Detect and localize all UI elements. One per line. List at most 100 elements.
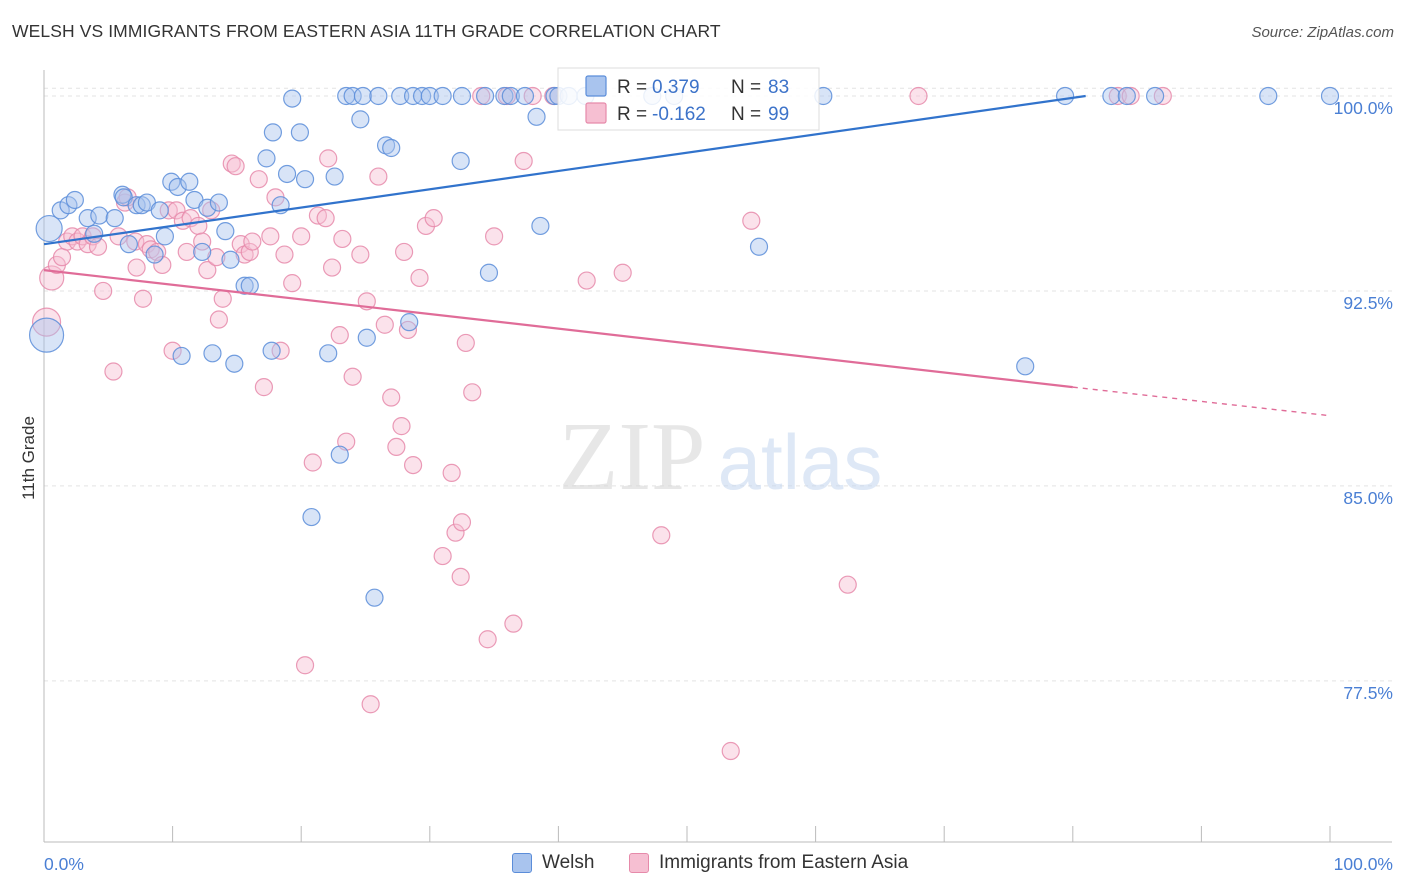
legend-item-welsh: Welsh	[512, 852, 594, 874]
asia-point	[133, 289, 153, 308]
welsh-point	[391, 86, 410, 106]
asia-point	[433, 546, 452, 566]
welsh-point	[369, 86, 388, 106]
asia-point	[369, 167, 388, 186]
asia-point	[94, 281, 113, 301]
welsh-point	[235, 276, 254, 295]
asia-point	[319, 149, 338, 168]
x-tick-label: 0.0%	[44, 854, 84, 874]
asia-point	[451, 567, 470, 586]
asia-point	[452, 513, 472, 532]
asia-point	[249, 170, 268, 189]
asia-point	[333, 229, 352, 249]
asia-point	[387, 437, 406, 457]
welsh-point	[240, 276, 259, 295]
welsh-point	[221, 250, 240, 269]
welsh-point	[400, 313, 419, 332]
axes	[43, 70, 1392, 843]
welsh-point	[168, 177, 187, 197]
source-note: Source: ZipAtlas.com	[1251, 24, 1394, 41]
asia-point	[1153, 86, 1172, 106]
asia-point	[240, 242, 259, 262]
welsh-point	[193, 242, 212, 262]
welsh-point	[501, 86, 520, 106]
asia-point	[721, 741, 740, 761]
asia-point	[838, 575, 857, 594]
asia-point	[213, 289, 232, 308]
asia-point	[104, 362, 123, 381]
welsh-point	[325, 167, 344, 186]
welsh-point	[180, 172, 199, 191]
welsh-point	[127, 196, 146, 215]
welsh-point	[90, 206, 109, 225]
asia-point	[31, 307, 62, 337]
legend-item-asia: Immigrants from Eastern Asia	[629, 852, 908, 874]
asia-point	[163, 341, 182, 360]
welsh-point	[302, 507, 321, 527]
welsh-point	[353, 86, 373, 106]
welsh-point	[145, 245, 164, 264]
legend-n-label: N =	[731, 104, 761, 125]
series-immigrants-eastern-asia	[31, 86, 1172, 761]
welsh-trend-line	[43, 94, 1086, 246]
asia-trend-extension	[1072, 386, 1331, 417]
asia-point	[254, 378, 274, 397]
legend-swatch-welsh	[512, 853, 532, 873]
watermark-zip: ZIP	[559, 403, 706, 511]
asia-point	[514, 151, 533, 171]
welsh-point	[172, 346, 191, 366]
asia-point	[382, 388, 401, 407]
welsh-point	[85, 224, 104, 243]
welsh-point	[319, 344, 338, 363]
welsh-point	[412, 86, 432, 106]
welsh-point	[452, 86, 472, 106]
asia-point	[177, 242, 196, 262]
bottom-legend: Welsh Immigrants from Eastern Asia	[0, 852, 1406, 878]
asia-point	[193, 232, 212, 251]
welsh-point	[257, 149, 276, 168]
welsh-point	[531, 216, 550, 236]
y-tick-label: 100.0%	[1334, 98, 1393, 118]
welsh-point	[105, 209, 124, 228]
y-tick-label: 92.5%	[1343, 293, 1393, 313]
y-tick-label: 77.5%	[1343, 683, 1393, 703]
legend-r-label: R =	[617, 77, 647, 98]
asia-point	[442, 463, 461, 482]
welsh-point	[119, 235, 138, 254]
asia-point	[207, 248, 226, 267]
welsh-point	[420, 86, 439, 106]
welsh-point	[365, 588, 384, 607]
trend-lines	[43, 94, 1331, 417]
welsh-point	[263, 123, 283, 142]
welsh-point	[382, 138, 401, 158]
asia-point	[485, 227, 504, 246]
asia-point	[446, 523, 465, 542]
asia-point	[243, 232, 262, 251]
asia-point	[424, 209, 443, 228]
legend-r-label: R =	[617, 104, 647, 125]
legend-label-welsh: Welsh	[542, 852, 595, 873]
asia-point	[209, 310, 228, 329]
welsh-point	[262, 341, 281, 360]
welsh-point	[155, 227, 174, 246]
asia-point	[226, 157, 245, 176]
asia-point	[283, 274, 302, 293]
welsh-point	[1146, 86, 1165, 106]
asia-point	[523, 86, 542, 106]
welsh-point	[357, 328, 376, 347]
asia-point	[403, 455, 423, 475]
welsh-point	[515, 86, 535, 106]
welsh-point	[479, 263, 499, 282]
asia-point	[322, 258, 342, 277]
welsh-point	[209, 193, 228, 212]
watermark: ZIP atlas	[559, 403, 883, 511]
legend-swatch-asia	[629, 853, 649, 873]
legend-swatch-asia	[585, 102, 607, 124]
welsh-point	[1320, 86, 1340, 106]
welsh-point	[277, 164, 297, 184]
asia-point	[456, 333, 475, 353]
asia-point	[261, 227, 280, 246]
welsh-point	[343, 86, 362, 106]
legend-label-asia: Immigrants from Eastern Asia	[659, 852, 909, 873]
legend-n-value: 99	[768, 104, 789, 125]
